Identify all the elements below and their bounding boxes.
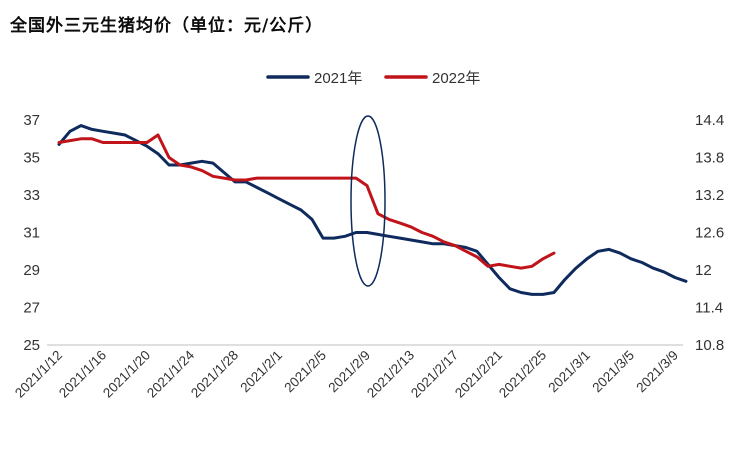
legend: 2021年 2022年 <box>266 70 480 87</box>
legend-label-1: 2021年 <box>314 70 362 87</box>
y-left-tick-label: 25 <box>23 337 40 354</box>
x-tick-label: 2021/1/20 <box>100 348 153 401</box>
y-right-tick-label: 13.8 <box>695 150 724 167</box>
y-right-tick-label: 11.4 <box>695 300 723 317</box>
x-tick-label: 2021/2/13 <box>364 348 417 401</box>
chart-annotations <box>350 115 386 287</box>
y-left-tick-label: 35 <box>23 150 40 167</box>
x-tick-label: 2021/3/1 <box>545 348 593 396</box>
series-line-2 <box>57 133 556 270</box>
y-left-tick-label: 33 <box>23 187 40 204</box>
x-tick-label: 2021/3/5 <box>589 348 637 396</box>
y-left-tick-label: 27 <box>23 300 40 317</box>
y-left-tick-label: 29 <box>23 262 40 279</box>
x-tick-label: 2021/2/17 <box>408 348 461 401</box>
legend-label-2: 2022年 <box>432 70 480 87</box>
y-right-tick-label: 13.2 <box>695 187 724 204</box>
y-right-tick-label: 10.8 <box>695 337 724 354</box>
y-left-tick-label: 37 <box>23 112 40 129</box>
chart-title: 全国外三元生猪均价（单位：元/公斤） <box>10 16 324 36</box>
y-right-tick-label: 12 <box>695 262 712 279</box>
x-tick-label: 2021/1/28 <box>188 348 241 401</box>
x-tick-label: 2021/2/25 <box>496 348 549 401</box>
x-tick-label: 2021/2/1 <box>237 348 285 396</box>
x-tick-label: 2021/1/16 <box>56 348 109 401</box>
chart-axes: 25 27 29 31 33 35 37 10.8 11.4 12 12.6 13.2 13.8 14.4… <box>12 112 724 401</box>
x-tick-label: 2021/1/12 <box>12 348 65 401</box>
highlight-ellipse <box>350 115 386 287</box>
y-right-tick-label: 12.6 <box>695 225 724 242</box>
x-tick-label: 2021/3/9 <box>633 348 681 396</box>
chart-series <box>57 124 688 296</box>
series-line-1 <box>57 124 688 296</box>
x-tick-label: 2021/2/21 <box>452 348 505 401</box>
y-right-tick-label: 14.4 <box>695 112 724 129</box>
x-tick-label: 2021/2/5 <box>281 348 329 396</box>
y-left-tick-label: 31 <box>23 225 40 242</box>
